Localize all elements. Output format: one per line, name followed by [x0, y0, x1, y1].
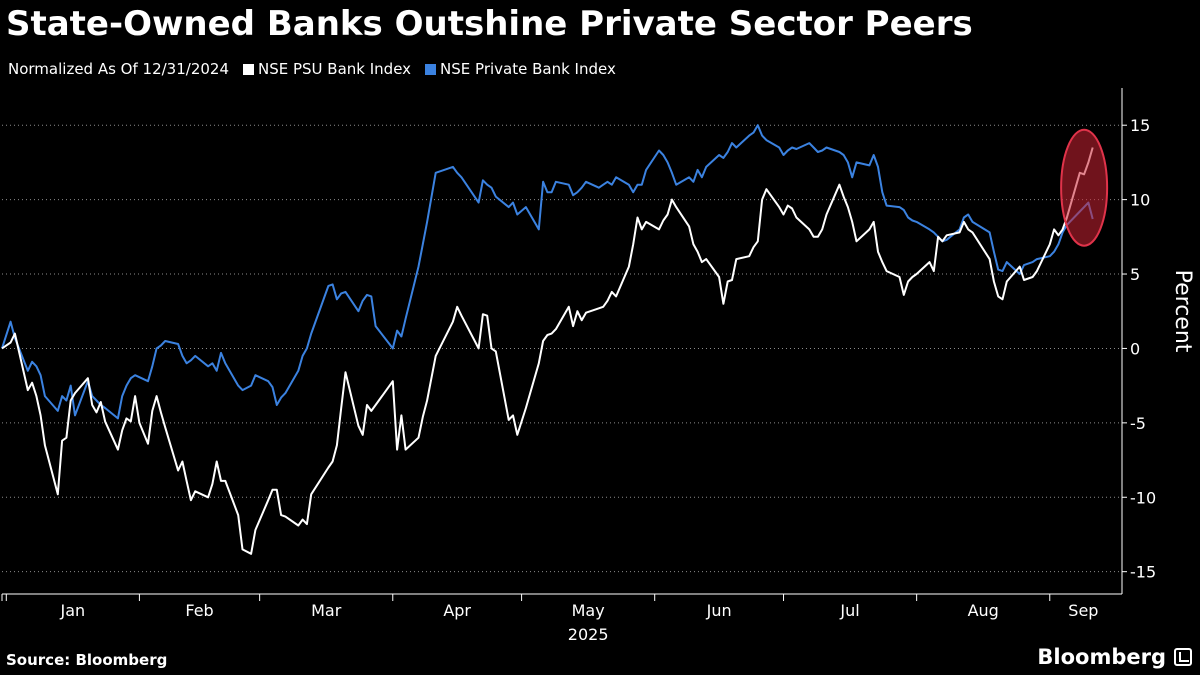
- x-tick-label: Apr: [443, 601, 471, 620]
- series-line-private: [1, 124, 1094, 420]
- legend-item-psu: NSE PSU Bank Index: [243, 60, 411, 78]
- y-tick-label: 5: [1130, 265, 1140, 284]
- bloomberg-logo-icon: [1174, 648, 1192, 666]
- x-tick-label: Mar: [311, 601, 342, 620]
- y-axis-label: Percent: [1170, 270, 1195, 353]
- y-tick-label: 10: [1130, 191, 1150, 210]
- legend-label-psu: NSE PSU Bank Index: [258, 60, 412, 78]
- legend-note: Normalized As Of 12/31/2024: [8, 60, 229, 78]
- x-year-label: 2025: [568, 625, 609, 644]
- legend: Normalized As Of 12/31/2024 NSE PSU Bank…: [8, 60, 616, 78]
- series-line-psu: [1, 147, 1094, 555]
- legend-swatch-psu: [243, 63, 254, 75]
- brand-logo: Bloomberg: [1037, 645, 1192, 669]
- chart-title: State-Owned Banks Outshine Private Secto…: [6, 4, 973, 44]
- series-lines: [1, 124, 1094, 555]
- y-tick-label: -15: [1130, 563, 1156, 582]
- x-tick-label: May: [572, 601, 605, 620]
- x-tick-label: Aug: [968, 601, 999, 620]
- x-tick-label: Feb: [185, 601, 213, 620]
- legend-label-private: NSE Private Bank Index: [440, 60, 616, 78]
- highlight-ellipse: [1060, 128, 1109, 247]
- x-tick-label: Sep: [1068, 601, 1098, 620]
- brand-name: Bloomberg: [1037, 645, 1166, 669]
- y-tick-label: -5: [1130, 414, 1146, 433]
- source-note: Source: Bloomberg: [6, 651, 168, 669]
- annotation-layer: [1060, 128, 1109, 247]
- x-tick-label: Jan: [60, 601, 86, 620]
- legend-swatch-private: [425, 63, 437, 75]
- y-tick-label: 0: [1130, 339, 1140, 358]
- x-tick-label: Jun: [706, 601, 732, 620]
- axes: 15 10 5 0 -5 -10 -15 Percent Jan Feb Mar Apr May Jun J…: [1, 88, 1195, 644]
- gridlines: [2, 124, 1122, 573]
- y-tick-label: 15: [1130, 116, 1150, 135]
- x-tick-label: Jul: [839, 601, 859, 620]
- legend-item-private: NSE Private Bank Index: [425, 60, 616, 78]
- y-tick-label: -10: [1130, 488, 1156, 507]
